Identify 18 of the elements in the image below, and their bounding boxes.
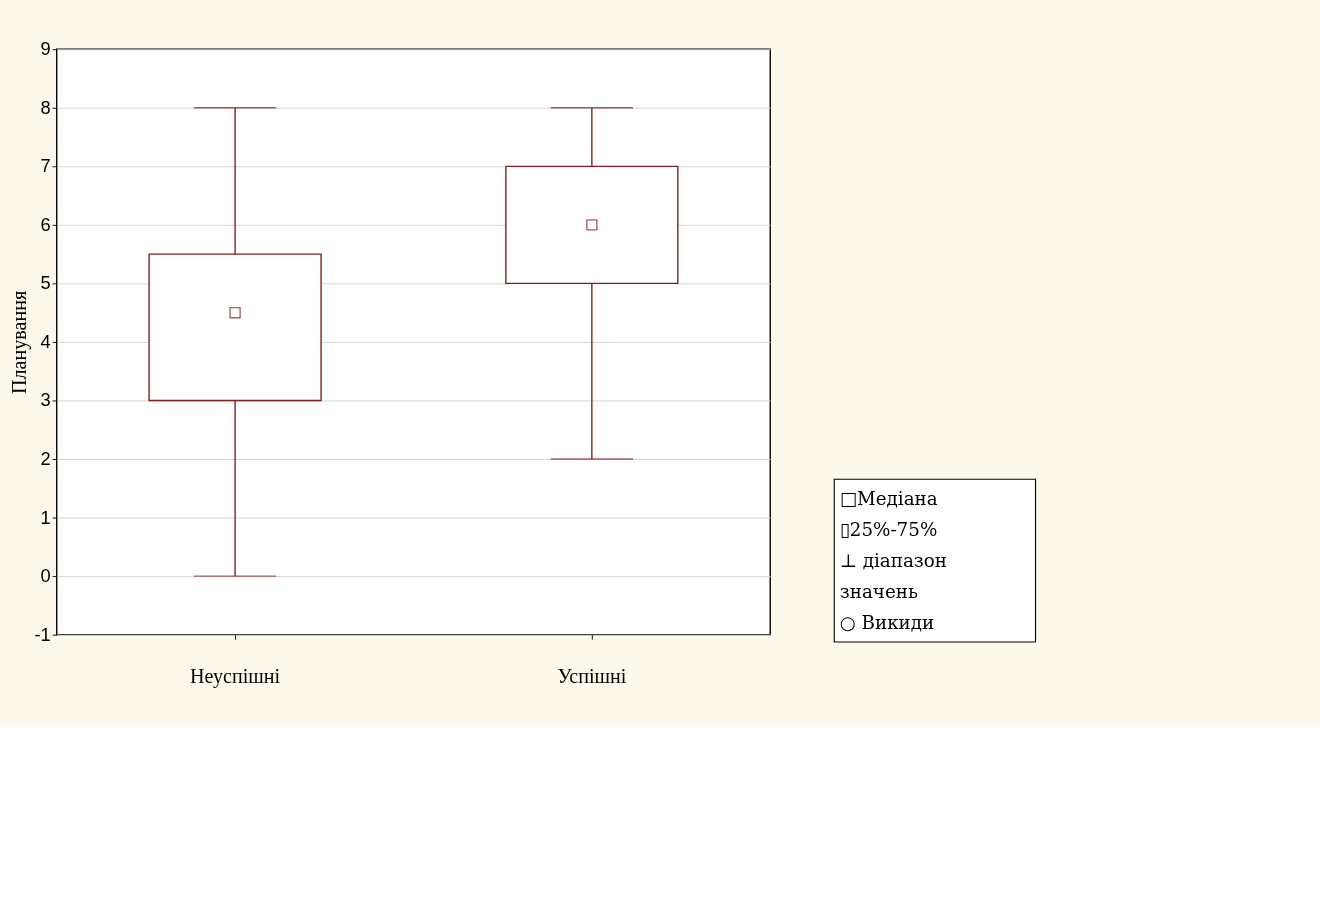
x-tick-label: Неуспішні (190, 664, 281, 688)
y-tick-label: 0 (40, 565, 51, 587)
text: ○ Викиди (839, 612, 935, 634)
y-tick-label: 4 (40, 330, 51, 352)
y-tick-label: 7 (40, 155, 51, 177)
y-tick-label: 8 (40, 96, 51, 118)
y-tick-label: -1 (34, 623, 51, 645)
y-tick-label: 9 (40, 38, 51, 60)
y-tick-label: 5 (40, 272, 51, 294)
y-tick-label: 1 (40, 506, 51, 528)
y-tick-label: 2 (40, 448, 51, 469)
y-tick-label: 6 (40, 213, 51, 235)
x-tick-label: Успішні (557, 664, 627, 687)
text: ▯25%-75% (839, 518, 938, 540)
text: □Медіана (839, 487, 938, 509)
y-tick-label: 3 (40, 389, 51, 411)
y-axis-title: Планування (8, 290, 32, 395)
text: ⊥ діапазон значень (839, 549, 948, 603)
